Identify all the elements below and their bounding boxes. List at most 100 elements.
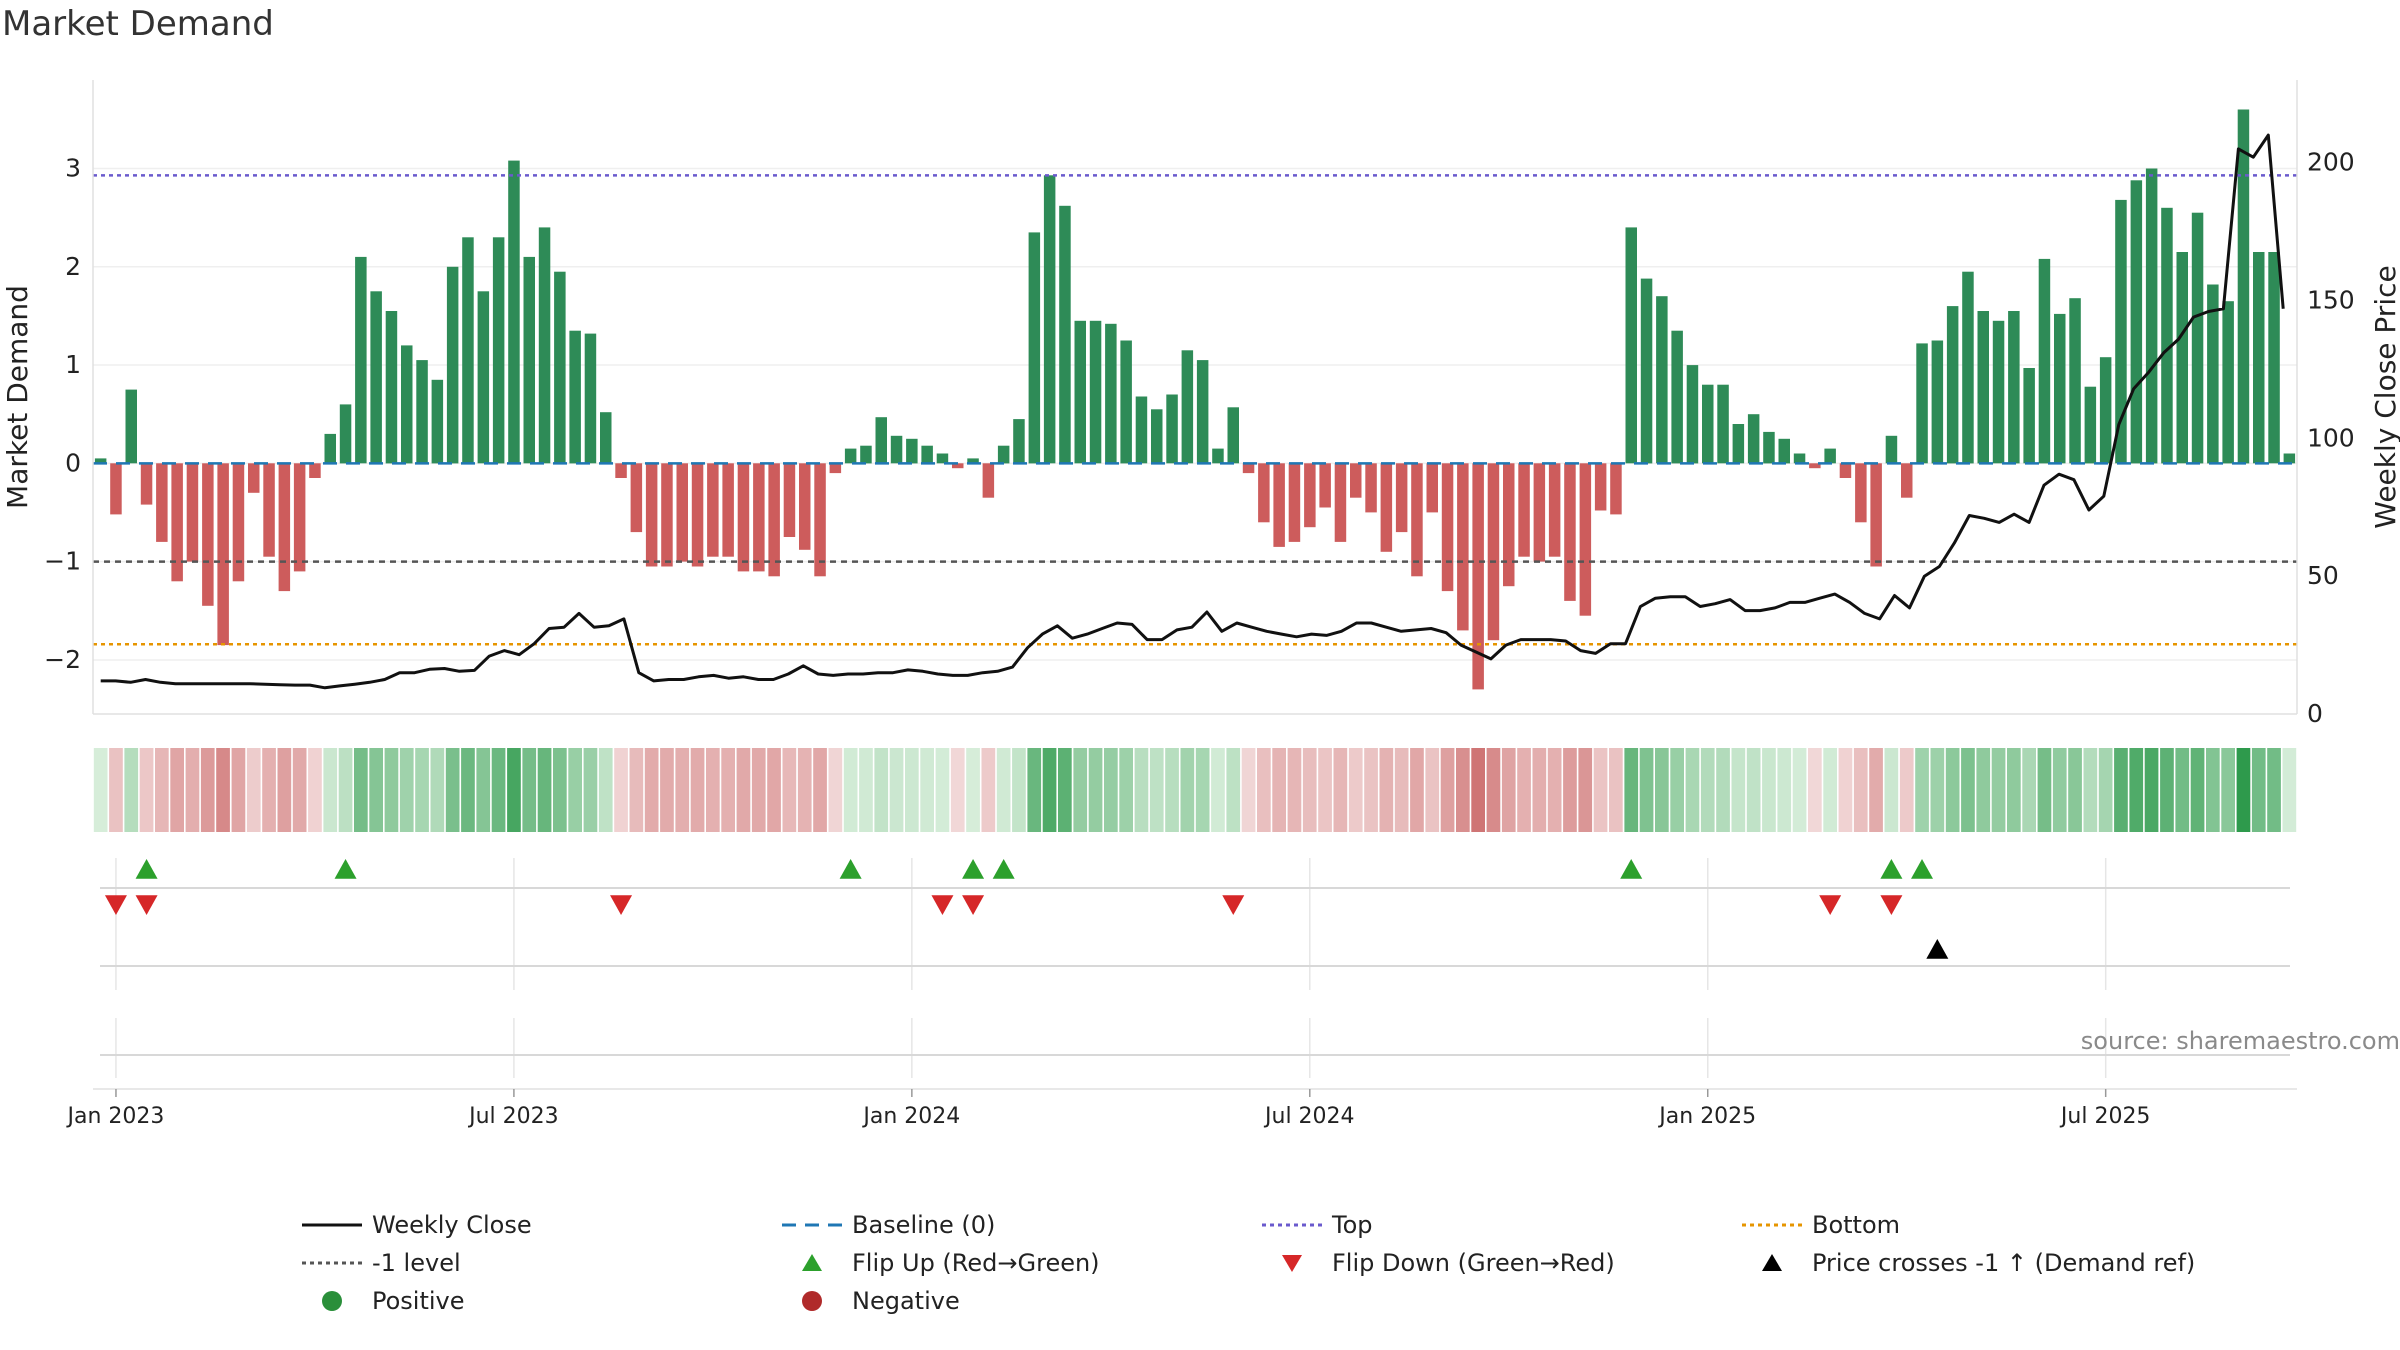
heat-cell [185, 748, 200, 832]
positive-bar [936, 453, 949, 464]
heat-cell [461, 748, 475, 832]
heat-cell [1961, 748, 1975, 832]
negative-bar [829, 463, 842, 474]
negative-bar [630, 463, 643, 533]
positive-bar [1166, 394, 1178, 464]
heat-cell [1655, 748, 1669, 832]
negative-bar [263, 463, 275, 557]
negative-bar [691, 463, 704, 567]
negative-bar [278, 463, 291, 592]
heat-cell [124, 748, 139, 832]
positive-bar [431, 379, 444, 464]
positive-bar [1196, 360, 1209, 464]
heat-cell [2129, 748, 2144, 832]
negative-bar [952, 463, 964, 469]
heat-cell [706, 748, 720, 832]
heat-cell [675, 748, 690, 832]
positive-bar [1778, 438, 1790, 464]
negative-bar [309, 463, 321, 478]
demand-bars [94, 109, 2296, 690]
heat-cell [1777, 748, 1792, 832]
heat-cell [1471, 748, 1485, 832]
negative-bar [615, 463, 627, 478]
positive-bar [1671, 330, 1683, 464]
heat-cell [1394, 748, 1409, 832]
heat-cell [200, 748, 215, 832]
legend-swatch [802, 1291, 822, 1311]
x-tick-label: Jan 2025 [1657, 1104, 1756, 1129]
negative-bar [1426, 463, 1438, 513]
y2-axis-label: Weekly Close Price [2369, 265, 2400, 528]
y2-tick-label: 150 [2307, 286, 2355, 315]
negative-bar [110, 463, 122, 515]
positive-bar [1885, 435, 1898, 464]
heat-cell [231, 748, 246, 832]
heat-cell [981, 748, 996, 832]
heat-cell [277, 748, 292, 832]
negative-bar [1548, 463, 1561, 557]
heat-cell [1119, 748, 1133, 832]
heat-cell [889, 748, 904, 832]
positive-bar [508, 160, 520, 464]
heat-cell [553, 748, 567, 832]
price-cross-marker [1926, 939, 1949, 959]
x-tick-label: Jul 2024 [1263, 1104, 1355, 1129]
legend-label: Flip Down (Green→Red) [1332, 1249, 1615, 1277]
flip-down-marker [610, 895, 633, 915]
flip-up-marker [1620, 859, 1643, 879]
positive-bar [600, 412, 612, 464]
heat-cell [507, 748, 521, 832]
heat-cell [2083, 748, 2098, 832]
positive-bar [2253, 252, 2265, 464]
negative-bar [707, 463, 719, 557]
y-tick-label: −1 [44, 547, 81, 576]
x-tick-label: Jan 2023 [66, 1104, 165, 1129]
positive-bar [1732, 424, 1745, 464]
positive-bar [538, 227, 551, 464]
negative-bar [293, 463, 306, 572]
positive-bar [1059, 205, 1071, 464]
legend-label: Baseline (0) [852, 1211, 996, 1239]
positive-bar [1946, 306, 1959, 464]
heat-cell [445, 748, 460, 832]
positive-bar [1151, 409, 1163, 464]
positive-bar [1135, 396, 1148, 464]
heat-cell [629, 748, 644, 832]
heat-cell [1685, 748, 1700, 832]
heat-cell [522, 748, 537, 832]
positive-bar [1227, 407, 1239, 464]
positive-bar [1656, 296, 1668, 464]
negative-bar [1564, 463, 1576, 601]
heat-cell [1501, 748, 1516, 832]
negative-bar [1334, 463, 1347, 542]
heat-cell [1838, 748, 1853, 832]
negative-bar [1273, 463, 1285, 547]
heat-cell [1853, 748, 1868, 832]
legend-label: Price crosses -1 ↑ (Demand ref) [1812, 1249, 2196, 1277]
heat-cell [583, 748, 598, 832]
heat-cell [139, 748, 154, 832]
heat-cell [216, 748, 230, 832]
legend-swatch [802, 1254, 822, 1271]
heat-cell [874, 748, 889, 832]
positive-bar [2038, 258, 2051, 464]
negative-bar [1319, 463, 1331, 508]
positive-bar [2237, 109, 2250, 464]
y-tick-label: 3 [65, 153, 81, 182]
heat-cell [1058, 748, 1072, 832]
y2-tick-label: 200 [2307, 148, 2355, 177]
heat-cell [2068, 748, 2082, 832]
flip-down-marker [1819, 895, 1842, 915]
heat-cell [1226, 748, 1241, 832]
heat-cell [369, 748, 383, 832]
negative-bar [1518, 463, 1530, 557]
positive-bar [2054, 313, 2066, 464]
negative-bar [1457, 463, 1469, 631]
heat-cell [751, 748, 766, 832]
positive-bar [1181, 350, 1194, 464]
negative-bar [1870, 463, 1882, 567]
heat-cell [1195, 748, 1210, 832]
positive-bar [2023, 368, 2035, 464]
heat-cell [1930, 748, 1945, 832]
heat-cell [920, 748, 934, 832]
